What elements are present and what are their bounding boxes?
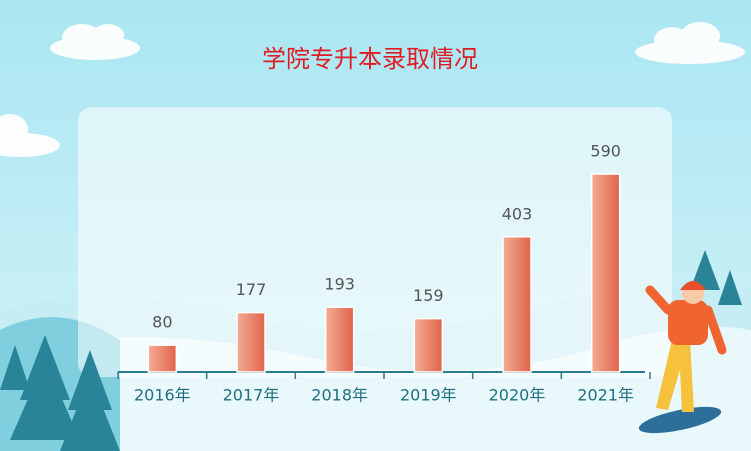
x-tick-label: 2019年 <box>400 386 457 405</box>
x-tick-label: 2016年 <box>134 386 191 405</box>
x-tick-label: 2021年 <box>577 386 634 405</box>
value-label: 177 <box>236 280 267 299</box>
bar <box>147 344 178 373</box>
value-label: 159 <box>413 286 444 305</box>
chart-title: 学院专升本录取情况 <box>262 45 478 73</box>
x-tick-label: 2020年 <box>489 386 546 405</box>
snowboarder <box>638 281 727 434</box>
value-label: 193 <box>324 275 355 294</box>
value-label: 403 <box>502 204 533 223</box>
bar <box>590 173 621 373</box>
value-label: 590 <box>590 142 621 161</box>
value-label: 80 <box>152 313 172 332</box>
bar <box>236 311 266 373</box>
bar <box>324 306 355 373</box>
bar <box>502 236 532 373</box>
bar <box>413 317 444 373</box>
x-tick-label: 2017年 <box>223 386 280 405</box>
x-tick-label: 2018年 <box>311 386 368 405</box>
